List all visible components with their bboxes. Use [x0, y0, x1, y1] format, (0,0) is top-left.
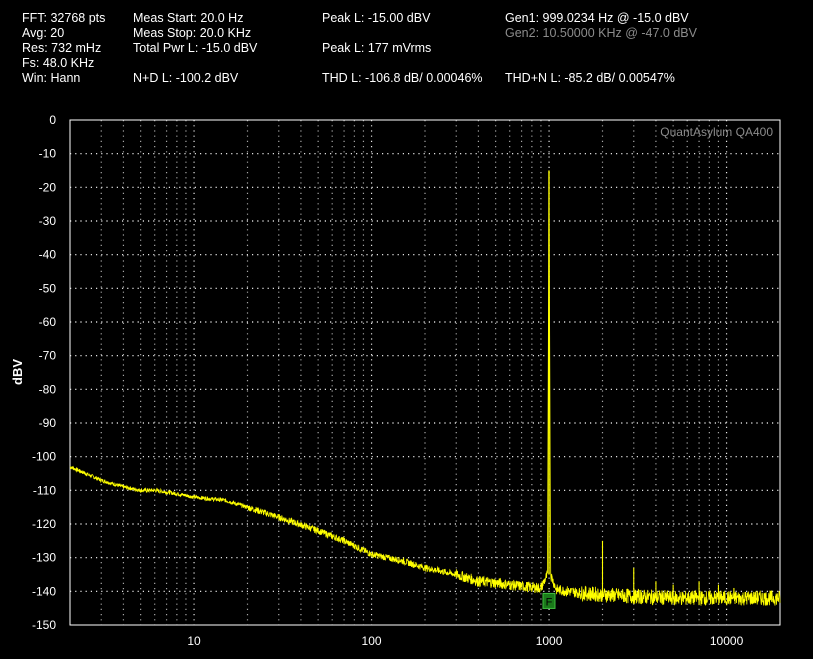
y-tick-label: -100 — [32, 450, 56, 464]
total-power: Total Pwr L: -15.0 dBV — [133, 41, 258, 55]
y-tick-label: -30 — [39, 214, 57, 228]
y-tick-labels: 0 -10 -20 -30 -40 -50 -60 -70 -80 -90 -100 -110 -120… — [32, 113, 56, 632]
x-tick-labels: 10 100 1000 10000 — [187, 634, 743, 648]
gen1-readout: Gen1: 999.0234 Hz @ -15.0 dBV — [505, 11, 689, 25]
watermark: QuantAsylum QA400 — [660, 125, 773, 139]
spectrum-trace — [69, 180, 781, 607]
y-tick-label: -120 — [32, 517, 56, 531]
marker-label: F — [546, 596, 553, 608]
peak-level-vrms: Peak L: 177 mVrms — [322, 41, 432, 55]
spectrum-trace-group — [69, 170, 781, 607]
sample-rate: Fs: 48.0 KHz — [22, 56, 95, 70]
x-tick-label: 1000 — [536, 634, 563, 648]
y-tick-label: -10 — [39, 147, 57, 161]
noise-distortion: N+D L: -100.2 dBV — [133, 71, 239, 85]
x-tick-label: 100 — [362, 634, 382, 648]
resolution: Res: 732 mHz — [22, 41, 102, 55]
y-tick-label: -130 — [32, 551, 56, 565]
marker-box[interactable] — [542, 592, 556, 609]
y-tick-label: 0 — [49, 113, 56, 127]
thd-readout: THD L: -106.8 dB/ 0.00046% — [322, 71, 483, 85]
gen2-readout: Gen2: 10.50000 KHz @ -47.0 dBV — [505, 26, 697, 40]
y-tick-label: -150 — [32, 618, 56, 632]
marker-group[interactable]: F — [542, 592, 556, 609]
x-tick-label: 10 — [187, 634, 201, 648]
y-tick-label: -110 — [33, 483, 56, 497]
window-type: Win: Hann — [22, 71, 81, 85]
y-axis-label: dBV — [10, 359, 25, 385]
y-tick-label: -90 — [39, 416, 57, 430]
y-tick-label: -50 — [39, 281, 57, 295]
y-tick-label: -70 — [39, 349, 57, 363]
meas-start: Meas Start: 20.0 Hz — [133, 11, 244, 25]
x-tick-label: 10000 — [710, 634, 744, 648]
peak-level-dbv: Peak L: -15.00 dBV — [322, 11, 431, 25]
y-tick-label: -20 — [39, 180, 57, 194]
thdn-readout: THD+N L: -85.2 dB/ 0.00547% — [505, 71, 675, 85]
plot-border — [69, 119, 781, 626]
y-tick-label: -80 — [39, 382, 57, 396]
y-tick-label: -140 — [32, 584, 56, 598]
y-tick-label: -60 — [39, 315, 57, 329]
fft-points: FFT: 32768 pts — [22, 11, 106, 25]
meas-stop: Meas Stop: 20.0 KHz — [133, 26, 252, 40]
y-tick-label: -40 — [39, 248, 57, 262]
averages: Avg: 20 — [22, 26, 65, 40]
